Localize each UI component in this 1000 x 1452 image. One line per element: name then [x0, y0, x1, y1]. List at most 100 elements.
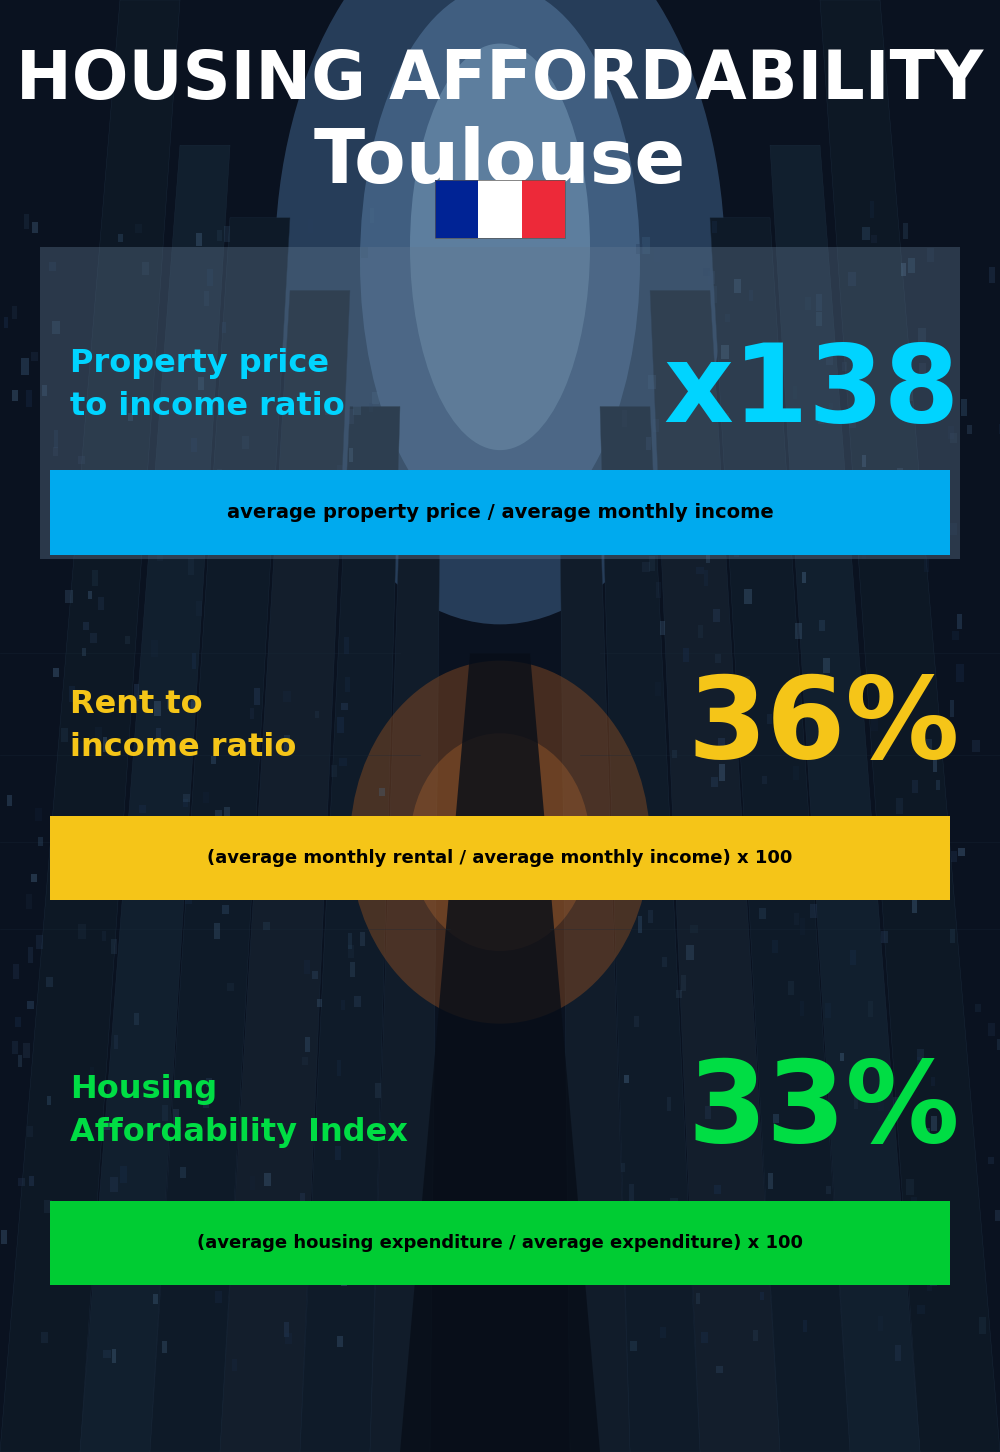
Ellipse shape — [360, 0, 640, 537]
Bar — [848, 273, 856, 286]
Bar — [46, 977, 53, 987]
Bar — [231, 870, 237, 887]
Bar — [701, 1333, 708, 1343]
Bar — [250, 1176, 255, 1191]
Ellipse shape — [350, 661, 650, 1024]
Bar — [721, 344, 729, 359]
Bar — [788, 982, 794, 995]
Bar — [827, 849, 831, 862]
Bar — [950, 929, 955, 942]
Bar — [711, 777, 718, 787]
Bar — [104, 1122, 110, 1130]
Bar — [28, 947, 33, 963]
Bar — [435, 180, 478, 238]
Bar — [90, 1067, 94, 1082]
Bar — [931, 1115, 937, 1131]
Bar — [915, 1221, 922, 1237]
Bar — [795, 623, 802, 639]
Bar — [50, 1201, 950, 1285]
Polygon shape — [820, 0, 1000, 1452]
Bar — [719, 764, 725, 781]
Polygon shape — [150, 218, 290, 1452]
Bar — [18, 1178, 25, 1186]
Bar — [930, 1273, 937, 1286]
Bar — [715, 653, 721, 662]
Bar — [951, 851, 957, 862]
Bar — [725, 314, 730, 322]
Bar — [256, 491, 263, 505]
Bar — [224, 227, 230, 242]
Bar — [86, 874, 92, 887]
Bar — [227, 983, 234, 992]
Bar — [4, 317, 8, 328]
Polygon shape — [650, 290, 780, 1452]
Bar — [734, 543, 739, 556]
Bar — [78, 456, 85, 465]
Bar — [114, 1035, 118, 1048]
Bar — [897, 469, 903, 478]
Bar — [379, 788, 385, 796]
Bar — [203, 793, 209, 803]
Bar — [232, 1359, 237, 1371]
Bar — [833, 1237, 838, 1244]
Bar — [283, 691, 291, 701]
Bar — [636, 244, 643, 254]
Bar — [296, 1230, 303, 1247]
Bar — [325, 401, 331, 415]
Bar — [683, 648, 689, 662]
Text: 36%: 36% — [688, 671, 960, 781]
Bar — [805, 296, 811, 311]
Bar — [912, 899, 917, 912]
Bar — [771, 1260, 777, 1273]
Bar — [61, 727, 68, 742]
Bar — [948, 427, 954, 439]
Bar — [790, 527, 798, 540]
Bar — [369, 404, 373, 412]
Bar — [931, 1077, 935, 1086]
Bar — [250, 709, 254, 719]
Bar — [714, 1208, 720, 1224]
Bar — [84, 543, 91, 553]
Bar — [662, 957, 667, 967]
Bar — [50, 470, 950, 555]
Bar — [972, 739, 980, 752]
Bar — [772, 939, 778, 953]
Bar — [156, 727, 161, 738]
Polygon shape — [400, 653, 600, 1452]
Bar — [95, 727, 102, 742]
Polygon shape — [710, 218, 850, 1452]
Bar — [850, 950, 856, 966]
Bar — [125, 636, 130, 643]
Text: HOUSING AFFORDABILITY: HOUSING AFFORDABILITY — [16, 46, 984, 113]
Bar — [895, 1346, 901, 1361]
Bar — [185, 897, 192, 905]
Bar — [909, 855, 914, 865]
Bar — [952, 632, 959, 640]
Bar — [881, 867, 885, 880]
Bar — [840, 1053, 844, 1061]
Bar — [333, 504, 340, 518]
Bar — [175, 1127, 181, 1140]
Bar — [810, 905, 817, 918]
Bar — [676, 990, 682, 998]
Bar — [893, 1096, 901, 1114]
Bar — [677, 865, 685, 877]
Bar — [829, 404, 833, 415]
Bar — [266, 1202, 270, 1218]
Bar — [69, 685, 75, 703]
Bar — [956, 664, 964, 681]
Bar — [36, 935, 43, 948]
Bar — [753, 470, 760, 479]
Bar — [723, 412, 729, 421]
Bar — [686, 945, 694, 960]
Text: Toulouse: Toulouse — [314, 126, 686, 199]
Bar — [988, 1022, 995, 1037]
Bar — [222, 322, 226, 333]
Bar — [927, 1273, 932, 1291]
Text: average property price / average monthly income: average property price / average monthly… — [227, 502, 773, 523]
Bar — [958, 848, 965, 857]
Bar — [654, 247, 660, 263]
Bar — [906, 1179, 914, 1195]
Bar — [128, 414, 133, 421]
Bar — [925, 479, 931, 489]
